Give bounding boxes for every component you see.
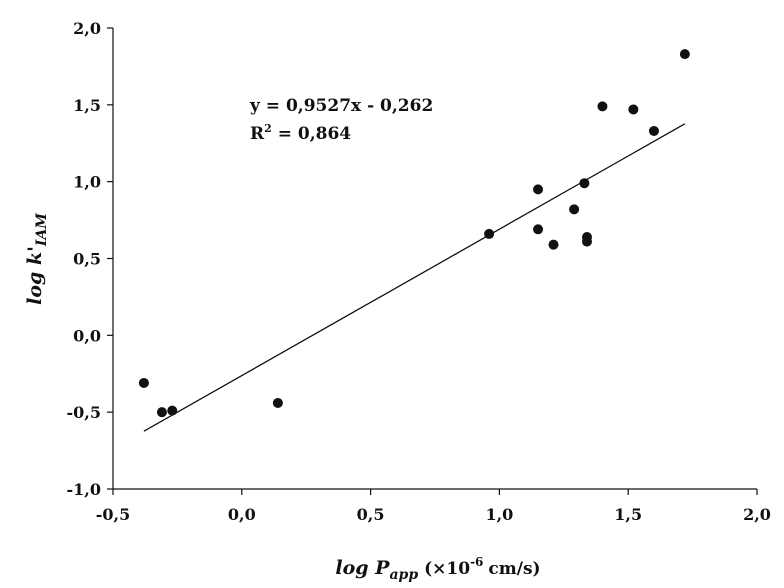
y-tick-label: 2,0 [73, 19, 101, 38]
data-point [581, 236, 592, 247]
x-axis-title-unit-prefix: (×10 [424, 559, 470, 579]
y-tick-label: 0,5 [73, 250, 101, 269]
x-axis-title: log Papp (×10-6 cm/s) [335, 555, 540, 583]
y-tick-label: 0,0 [73, 326, 101, 345]
y-axis: -1,0 -0,5 0,0 0,5 1,0 1,5 2,0 [67, 19, 114, 499]
x-axis-title-subscript: app [389, 567, 418, 583]
data-point [569, 204, 580, 215]
x-tick-label: 2,0 [743, 505, 771, 524]
data-point [156, 407, 167, 418]
x-tick-label: 0,5 [357, 505, 385, 524]
y-tick-label: 1,5 [73, 96, 101, 115]
data-point [579, 178, 590, 189]
data-point [272, 397, 283, 408]
r-squared-prefix: R [250, 124, 265, 144]
data-point [533, 184, 544, 195]
y-ticks: -1,0 -0,5 0,0 0,5 1,0 1,5 2,0 [67, 19, 113, 499]
x-axis: -0,5 0,0 0,5 1,0 1,5 2,0 [96, 488, 771, 524]
data-point [548, 239, 559, 250]
x-tick-label: 1,5 [614, 505, 642, 524]
r-squared-value: = 0,864 [272, 124, 351, 144]
trendline-equation: y = 0,9527x - 0,262 [249, 96, 433, 116]
x-axis-title-unit-suffix: cm/s) [488, 559, 540, 579]
y-axis-title-subscript: IAM [34, 213, 50, 247]
x-axis-title-main: log P [335, 557, 390, 579]
r-squared-label: R2 = 0,864 [250, 122, 351, 144]
y-tick-label: 1,0 [73, 173, 101, 192]
x-tick-label: 0,0 [228, 505, 256, 524]
trendline [143, 123, 686, 432]
x-tick-label: -0,5 [96, 505, 130, 524]
data-point [167, 405, 178, 416]
x-axis-title-exponent: -6 [470, 555, 483, 569]
data-point [648, 125, 659, 136]
x-ticks: -0,5 0,0 0,5 1,0 1,5 2,0 [96, 489, 771, 524]
data-point [138, 377, 149, 388]
data-point [679, 49, 690, 60]
r-squared-exponent: 2 [264, 122, 272, 135]
data-point [597, 101, 608, 112]
x-tick-label: 1,0 [485, 505, 513, 524]
data-point [533, 224, 544, 235]
y-axis-title-main: log k' [24, 246, 46, 305]
y-axis-title: log k'IAM [24, 213, 50, 305]
data-point [484, 228, 495, 239]
data-point [628, 104, 639, 115]
y-tick-label: -1,0 [67, 480, 101, 499]
data-points [138, 49, 690, 418]
y-tick-label: -0,5 [67, 403, 101, 422]
